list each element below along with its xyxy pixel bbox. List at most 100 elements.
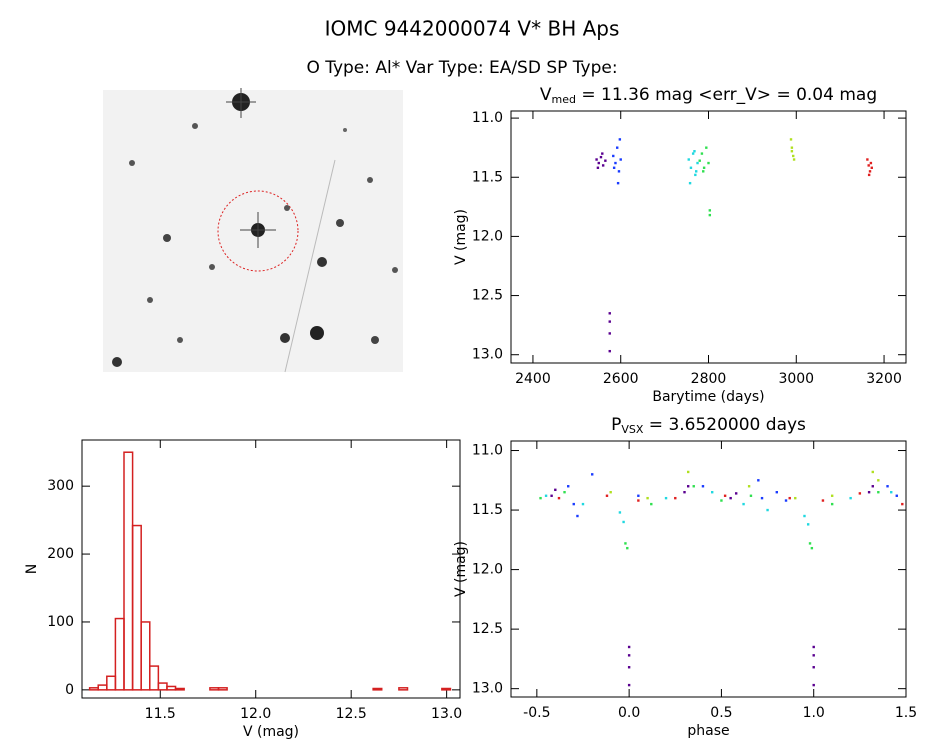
y-tick-label: 11.5: [472, 502, 503, 518]
data-point: [581, 502, 585, 506]
data-point: [601, 164, 605, 167]
data-point: [867, 173, 871, 177]
histogram-bar: [157, 682, 168, 691]
data-point: [866, 158, 869, 161]
x-axis-label: V (mag): [243, 724, 299, 740]
star: [280, 333, 290, 343]
data-point: [877, 491, 880, 494]
data-point: [596, 166, 600, 169]
histogram-bar: [106, 675, 117, 691]
y-tick-label: 12.5: [472, 288, 503, 304]
data-point: [694, 173, 697, 177]
star: [192, 123, 198, 129]
data-point: [683, 491, 686, 494]
x-tick-label: 1.0: [803, 705, 825, 721]
data-point: [901, 502, 904, 506]
title-subscript: med: [552, 93, 576, 106]
data-point: [794, 496, 797, 500]
data-point: [749, 494, 753, 497]
data-point: [695, 170, 698, 173]
histogram-bar: [88, 687, 99, 691]
data-point: [812, 666, 815, 669]
data-point: [707, 161, 710, 165]
data-point: [597, 161, 600, 165]
star: [112, 357, 122, 367]
data-point: [757, 479, 760, 482]
y-tick-label: 100: [47, 614, 74, 630]
data-point: [626, 546, 629, 550]
plot-frame: [81, 439, 461, 699]
data-point: [877, 479, 880, 482]
x-tick-label: 11.5: [145, 706, 176, 722]
data-point: [557, 496, 561, 500]
star: [317, 257, 327, 267]
histogram-bar: [149, 665, 160, 691]
data-point: [708, 213, 712, 217]
data-point: [608, 332, 611, 335]
data-point: [608, 312, 611, 315]
data-point: [627, 666, 631, 669]
data-point: [539, 496, 542, 500]
data-point: [810, 546, 814, 550]
star: [129, 160, 135, 166]
data-point: [870, 166, 873, 169]
data-point: [803, 514, 806, 518]
y-tick-label: 12.0: [472, 228, 503, 244]
y-axis-label: V (mag): [453, 541, 469, 597]
data-point: [687, 158, 690, 161]
data-point: [869, 161, 873, 165]
y-axis-label: V (mag): [453, 209, 469, 265]
data-point: [729, 496, 732, 500]
data-point: [871, 470, 874, 474]
data-point: [609, 491, 612, 494]
data-point: [760, 496, 764, 500]
data-point: [619, 158, 622, 161]
data-point: [849, 496, 852, 500]
data-point: [789, 138, 793, 141]
data-point: [646, 496, 649, 500]
data-point: [868, 170, 872, 173]
histogram-bar: [131, 524, 142, 691]
data-point: [650, 502, 653, 506]
data-point: [747, 485, 751, 488]
data-point: [867, 164, 870, 167]
data-point: [692, 485, 695, 488]
histogram-bar: [209, 687, 220, 691]
data-point: [544, 494, 548, 497]
data-point: [792, 154, 795, 158]
x-tick-label: 3000: [778, 371, 814, 387]
data-point: [627, 645, 631, 649]
data-point: [605, 494, 609, 497]
data-point: [637, 494, 640, 497]
data-point: [627, 683, 631, 687]
data-point: [604, 159, 607, 162]
histogram-bar: [166, 685, 177, 691]
data-point: [624, 542, 627, 545]
data-point: [617, 170, 621, 173]
data-point: [622, 520, 625, 524]
y-tick-label: 200: [47, 546, 74, 562]
data-point: [616, 146, 619, 149]
histogram-bar: [217, 687, 228, 691]
star: [310, 326, 324, 340]
data-point: [595, 158, 598, 161]
page-subtitle: O Type: Al* Var Type: EA/SD SP Type:: [306, 58, 617, 78]
data-point: [766, 508, 769, 512]
data-point: [612, 166, 616, 169]
data-point: [563, 491, 566, 494]
data-point: [696, 161, 699, 165]
target-circle: [217, 190, 299, 272]
star: [209, 264, 215, 270]
x-tick-label: 12.0: [240, 706, 271, 722]
data-point: [705, 146, 708, 149]
title-part: P: [611, 415, 621, 435]
data-point: [674, 496, 677, 500]
histogram-bar: [372, 687, 383, 691]
star: [284, 205, 290, 211]
data-point: [871, 485, 874, 488]
plot-title: PVSX = 3.6520000 days: [611, 415, 806, 436]
title-part: = 3.6520000 days: [643, 415, 806, 435]
data-point: [710, 491, 714, 494]
data-point: [618, 138, 622, 141]
